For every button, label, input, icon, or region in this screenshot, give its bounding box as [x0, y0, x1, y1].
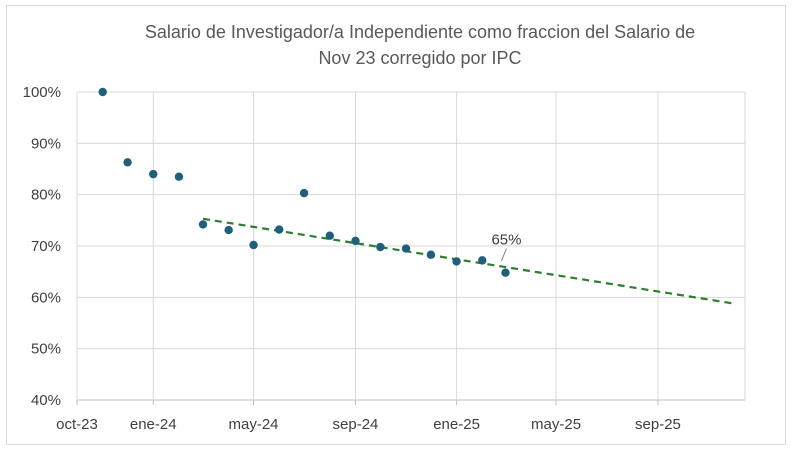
x-tick-label: ene-25 [433, 416, 480, 433]
x-tick-label: may-25 [531, 416, 581, 433]
trendline [202, 217, 734, 305]
data-point [224, 225, 233, 235]
data-point [198, 220, 208, 229]
data-point [351, 236, 360, 246]
data-point [426, 250, 436, 259]
data-point [325, 231, 334, 240]
data-point [376, 242, 385, 252]
chart-frame [6, 5, 786, 445]
data-point [249, 240, 258, 250]
data-point [452, 257, 461, 266]
x-tick-label: oct-23 [56, 416, 98, 433]
data-point [401, 244, 411, 253]
data-point [174, 172, 184, 181]
data-point [275, 225, 284, 234]
x-tick-label: sep-25 [635, 416, 681, 433]
y-tick-label: 40% [31, 392, 61, 409]
y-tick-label: 60% [31, 289, 61, 306]
data-point [501, 268, 510, 277]
chart-title-line2: Nov 23 corregido por IPC [318, 48, 521, 68]
y-tick-label: 80% [31, 187, 61, 204]
y-tick-label: 100% [23, 84, 61, 101]
data-point [478, 256, 487, 265]
x-tick-label: ene-24 [130, 416, 177, 433]
chart-title-line1: Salario de Investigador/a Independiente … [145, 22, 695, 42]
data-point [299, 188, 309, 198]
y-tick-label: 70% [31, 238, 61, 255]
x-tick-label: sep-24 [333, 416, 379, 433]
annotation-label: 65% [491, 232, 521, 249]
data-point [98, 87, 107, 97]
y-tick-label: 90% [31, 135, 61, 152]
annotation-leader-line [501, 248, 507, 261]
y-tick-label: 50% [31, 341, 61, 358]
data-point [149, 169, 158, 179]
data-point [123, 158, 132, 167]
x-tick-label: may-24 [229, 416, 279, 433]
